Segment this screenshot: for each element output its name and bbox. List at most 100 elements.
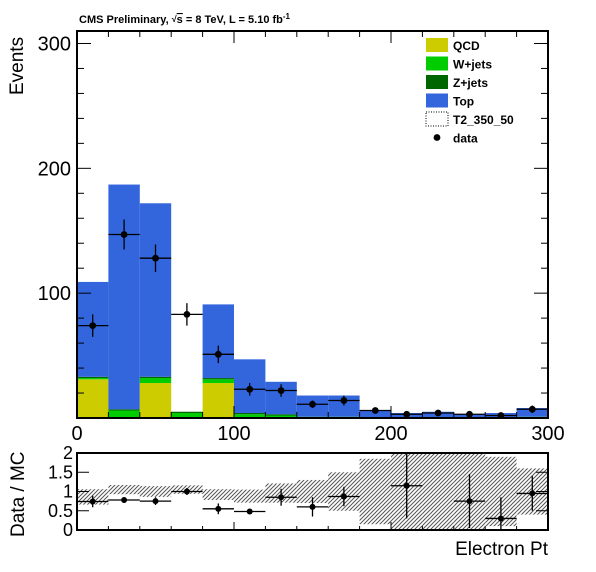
ratio-marker-8 <box>340 493 347 500</box>
ratio-point-14 <box>516 476 548 511</box>
ratio-point-2 <box>139 497 172 505</box>
main-frame <box>76 30 549 419</box>
ratio-y-tick-label: 1 <box>63 482 73 502</box>
band-bin-9 <box>359 458 391 525</box>
bar-top-2 <box>139 203 172 377</box>
data-point-4 <box>202 345 234 364</box>
bar-w-jets-0 <box>77 378 109 380</box>
data-point-1 <box>108 219 140 250</box>
ratio-frame <box>76 452 549 531</box>
band-bin-11 <box>422 453 454 530</box>
data-marker-6 <box>277 387 285 394</box>
ratio-point-7 <box>296 497 329 517</box>
data-point-9 <box>359 407 391 414</box>
data-marker-8 <box>340 397 348 404</box>
legend-swatch-data <box>433 134 441 141</box>
ratio-marker-13 <box>497 515 504 522</box>
ratio-point-10 <box>391 453 423 519</box>
header-text: CMS Preliminary, √s = 8 TeV, L = 5.10 fb… <box>79 12 291 26</box>
ratio-y-tick-label: 0.5 <box>48 501 73 521</box>
legend-item-w-jets: W+jets <box>426 56 492 72</box>
ratio-point-1 <box>108 496 140 503</box>
bar-top-4 <box>202 304 234 379</box>
x-tick-label: 200 <box>374 423 407 445</box>
legend-item-data: data <box>433 132 478 146</box>
data-point-10 <box>391 410 423 418</box>
legend-item-t2-350-50: T2_350_50 <box>425 111 514 127</box>
ratio-y-tick-label: 1.5 <box>48 462 73 482</box>
band-bin-4 <box>202 489 234 500</box>
data-points <box>77 219 548 419</box>
data-point-8 <box>328 395 360 406</box>
ratio-marker-14 <box>529 490 536 497</box>
data-point-7 <box>296 400 329 409</box>
data-point-0 <box>77 314 109 337</box>
data-point-14 <box>516 405 548 414</box>
ratio-y-axis-title: Data / MC <box>8 451 29 537</box>
bar-top-1 <box>108 184 140 410</box>
data-point-2 <box>139 244 172 272</box>
ratio-y-tick-label: 0 <box>63 520 73 540</box>
bar-z-jets-6 <box>265 414 297 416</box>
x-tick-label: 100 <box>217 423 250 445</box>
data-marker-0 <box>89 322 97 330</box>
data-marker-4 <box>214 350 222 358</box>
ratio-point-5 <box>234 508 266 515</box>
legend-item-qcd: QCD <box>426 38 480 53</box>
legend-label-qcd: QCD <box>453 39 480 53</box>
data-marker-11 <box>434 409 442 417</box>
ratio-points <box>77 453 548 530</box>
data-point-11 <box>422 409 454 417</box>
bar-w-jets-2 <box>139 378 172 384</box>
legend-swatch-z-jets <box>426 75 448 89</box>
data-marker-9 <box>371 407 379 414</box>
bar-qcd-4 <box>202 383 234 418</box>
data-marker-14 <box>528 405 536 413</box>
ratio-marker-7 <box>309 503 316 510</box>
y-axis-title: Events <box>7 37 28 95</box>
bar-w-jets-1 <box>108 410 140 418</box>
bar-z-jets-4 <box>202 378 234 380</box>
main-plot: 100 200 300 0 100 200 300 <box>38 30 565 445</box>
data-marker-5 <box>246 385 254 393</box>
legend-label-w-jets: W+jets <box>453 58 492 72</box>
bar-z-jets-5 <box>234 413 266 415</box>
bar-z-jets-0 <box>77 376 109 379</box>
ratio-y-tick-label: 2 <box>63 443 73 463</box>
data-point-5 <box>234 383 266 396</box>
bar-top-9 <box>359 410 391 418</box>
ratio-marker-10 <box>403 482 410 489</box>
x-axis-title: Electron Pt <box>455 539 549 560</box>
ratio-point-8 <box>328 486 360 507</box>
band-bin-1 <box>108 484 140 495</box>
y-tick-label: 100 <box>38 283 71 305</box>
x-tick-label: 0 <box>71 423 82 445</box>
bar-qcd-2 <box>139 383 172 418</box>
legend-item-top: Top <box>426 93 474 109</box>
ratio-marker-4 <box>215 505 222 512</box>
bar-qcd-0 <box>77 379 109 418</box>
ratio-marker-0 <box>89 498 96 505</box>
ratio-point-0 <box>77 495 109 508</box>
data-marker-10 <box>403 410 411 418</box>
legend-label-top: Top <box>453 95 474 109</box>
bar-z-jets-2 <box>139 376 172 379</box>
ratio-point-6 <box>265 488 297 506</box>
ratio-point-13 <box>485 497 517 530</box>
data-marker-2 <box>152 254 159 262</box>
bar-z-jets-3 <box>171 411 203 414</box>
legend-swatch-qcd <box>426 38 448 52</box>
data-marker-7 <box>309 400 316 408</box>
ratio-marker-3 <box>183 488 190 495</box>
legend-item-z-jets: Z+jets <box>426 75 488 90</box>
band-bin-7 <box>296 479 329 504</box>
data-marker-12 <box>466 410 473 418</box>
legend-swatch-w-jets <box>426 56 448 71</box>
x-tick-label: 300 <box>531 423 564 445</box>
data-point-12 <box>453 410 486 418</box>
ratio-marker-12 <box>466 498 473 505</box>
legend-label-z-jets: Z+jets <box>453 76 488 90</box>
ratio-point-3 <box>171 488 203 495</box>
